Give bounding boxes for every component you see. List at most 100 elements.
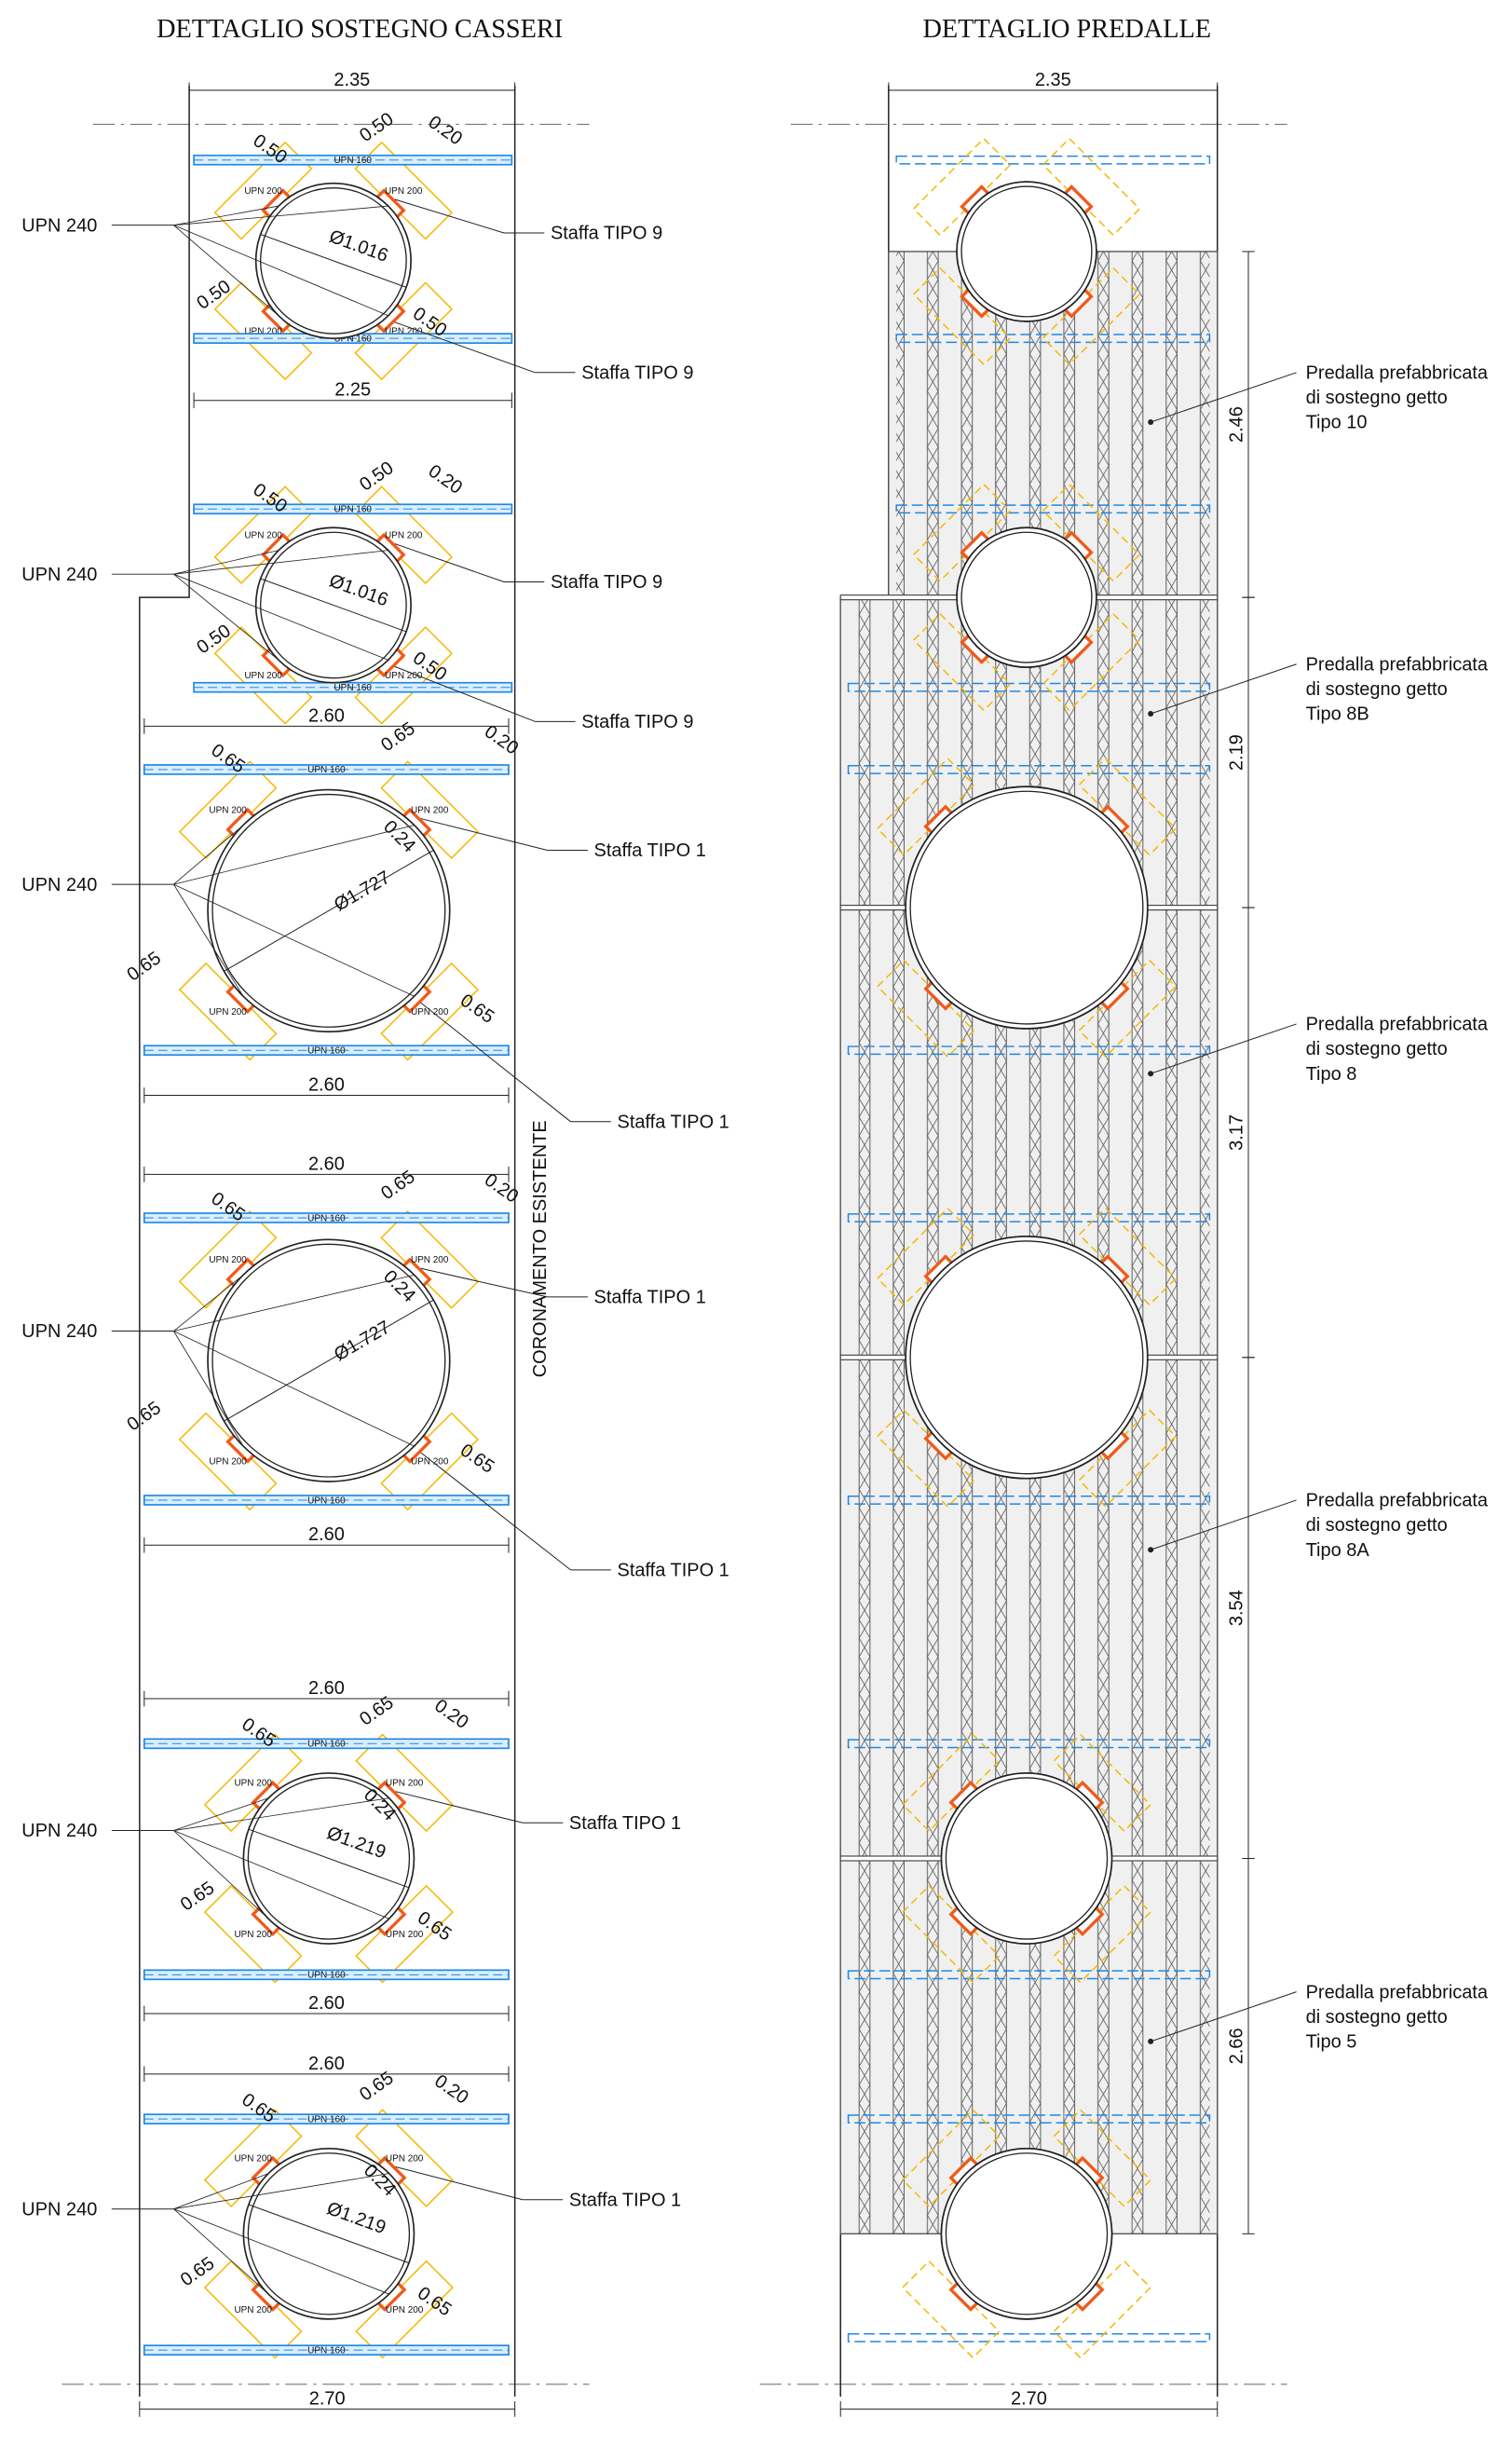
bracket-label: UPN 200	[385, 671, 423, 681]
staffa-label: Staffa TIPO 9	[581, 712, 693, 732]
gap-label: 0.20	[481, 1169, 522, 1207]
leader-line	[173, 1830, 389, 1919]
leader-line	[173, 1830, 269, 1919]
pipe-inner	[909, 1240, 1144, 1475]
panel-label: Predalla prefabbricata	[1306, 362, 1489, 383]
pipe-inner	[960, 531, 1093, 663]
upn-beam	[847, 1496, 1211, 1505]
wall-label: CORONAMENTO ESISTENTE	[530, 1120, 551, 1377]
dimension-label: 3.17	[1226, 1114, 1246, 1151]
leader-line	[1150, 372, 1297, 423]
pipe-inner	[247, 2152, 411, 2315]
bracket-label: UPN 200	[386, 1930, 424, 1940]
leader-line	[173, 573, 388, 661]
gap-label: 0.20	[430, 2070, 471, 2108]
bracket-label: UPN 200	[244, 186, 282, 197]
panel-label: di sostegno getto	[1306, 1039, 1448, 1059]
dimension-label: 2.60	[308, 2054, 345, 2074]
dimension-label: 2.70	[1011, 2388, 1047, 2409]
pipe-outer	[905, 1236, 1149, 1480]
leader-line	[173, 550, 279, 575]
leader-line	[173, 1797, 389, 1831]
panel-label: Predalla prefabbricata	[1306, 1491, 1489, 1511]
staffa-label: Staffa TIPO 9	[581, 362, 693, 383]
leader-line	[173, 205, 388, 226]
offset-label: 0.50	[193, 621, 234, 658]
pipe-inner	[259, 187, 407, 335]
bracket-label: UPN 200	[244, 327, 282, 337]
leader-line	[173, 225, 279, 317]
dimension-label: 2.66	[1226, 2028, 1246, 2064]
panel-label: Predalla prefabbricata	[1306, 1015, 1489, 1035]
diameter-line	[224, 1299, 434, 1422]
leader-line	[394, 321, 536, 374]
upn-beam	[847, 765, 1211, 774]
upn-beam	[847, 1970, 1211, 1980]
staffa-label: Staffa TIPO 1	[618, 1561, 729, 1581]
gap-label: 0.20	[425, 112, 466, 149]
pipe-inner	[211, 1243, 446, 1478]
diameter-line	[260, 578, 407, 633]
reference-lines	[61, 123, 1287, 2385]
offset-label: 0.65	[356, 1692, 397, 1729]
dimension-label: 2.35	[334, 70, 370, 90]
pipe-inner	[247, 1777, 411, 1940]
staffa-label: Staffa TIPO 9	[551, 224, 662, 244]
gap-label: 0.20	[430, 1696, 471, 1733]
beam-label: UPN 160	[307, 2114, 346, 2124]
leader-line	[420, 1002, 571, 1123]
panel-label: Tipo 8B	[1306, 704, 1369, 725]
bracket-label: UPN 200	[234, 2305, 272, 2315]
beam-label: UPN 160	[334, 156, 372, 166]
panel-label: di sostegno getto	[1306, 388, 1448, 408]
dimension-label: 2.60	[308, 1154, 345, 1174]
bracket-label: UPN 200	[209, 805, 247, 815]
panel-label: Tipo 5	[1306, 2032, 1357, 2053]
dimension-label: 2.25	[334, 380, 371, 401]
leader-line	[173, 225, 388, 317]
pipe-outer	[940, 1772, 1113, 1945]
upn-beam	[847, 1739, 1211, 1749]
beam-label: UPN 160	[307, 1213, 346, 1223]
beam-label: UPN 160	[334, 683, 372, 693]
bracket-label: UPN 200	[411, 1457, 449, 1468]
upn-label: UPN 240	[21, 1821, 97, 1841]
bracket-label: UPN 200	[385, 327, 423, 337]
upn-beam	[895, 155, 1211, 165]
bracket-label: UPN 200	[234, 1930, 272, 1940]
upn-beam	[847, 2114, 1211, 2124]
offset-label: 0.65	[377, 718, 418, 756]
leader-line	[173, 2173, 389, 2210]
pipe-outer	[956, 181, 1097, 322]
offset-label: 0.65	[177, 2253, 218, 2290]
leader-line	[173, 883, 244, 997]
dimension-label: 2.46	[1226, 406, 1246, 443]
upn-beam	[847, 2332, 1211, 2343]
leader-dot	[1148, 1071, 1154, 1077]
staffa-label: Staffa TIPO 1	[594, 1288, 706, 1308]
leader-line	[173, 1331, 244, 1447]
leader-line	[173, 1797, 269, 1831]
leader-line	[1150, 1499, 1297, 1550]
pipe-outer	[905, 785, 1149, 1030]
leader-line	[173, 1275, 244, 1332]
pipe-inner	[909, 790, 1144, 1025]
gap-label: 0.20	[481, 721, 522, 758]
beam-label: UPN 160	[334, 505, 372, 515]
bracket-label: UPN 200	[385, 530, 423, 540]
upn-beam	[847, 682, 1211, 692]
bracket-label: UPN 200	[209, 1457, 247, 1468]
diameter-line	[224, 850, 434, 972]
panel-label: Predalla prefabbricata	[1306, 654, 1489, 675]
pipe-outer	[940, 2147, 1113, 2320]
leader-dot	[1148, 1547, 1154, 1553]
offset-label: 0.65	[377, 1167, 418, 1204]
staffa-label: Staffa TIPO 1	[618, 1112, 729, 1132]
panel-label: Tipo 8	[1306, 1064, 1357, 1085]
leader-line	[394, 198, 505, 234]
leader-line	[395, 1791, 524, 1824]
upn-label: UPN 240	[21, 875, 97, 895]
leader-line	[173, 2208, 389, 2295]
